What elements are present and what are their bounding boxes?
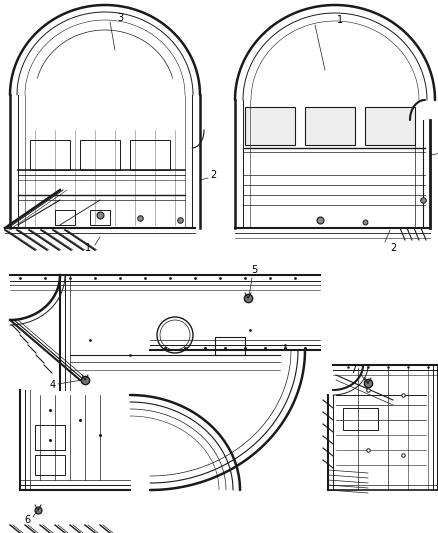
Bar [90,210,110,225]
Bar [305,107,355,145]
Bar [215,337,245,355]
Text: 5: 5 [251,265,257,275]
Text: 1: 1 [337,15,343,25]
Text: 7: 7 [350,365,356,375]
Bar [245,107,295,145]
Bar [80,140,120,170]
Text: 4: 4 [50,380,56,390]
Bar [343,408,378,430]
Text: 2: 2 [210,170,216,180]
Text: 2: 2 [390,243,396,253]
Bar [130,140,170,170]
Bar [30,140,70,170]
Bar [365,107,415,145]
Text: 1: 1 [85,243,91,253]
Bar [35,455,65,475]
Bar [55,210,75,225]
Text: 6: 6 [24,515,30,525]
Text: 3: 3 [117,13,123,23]
Bar [35,425,65,450]
